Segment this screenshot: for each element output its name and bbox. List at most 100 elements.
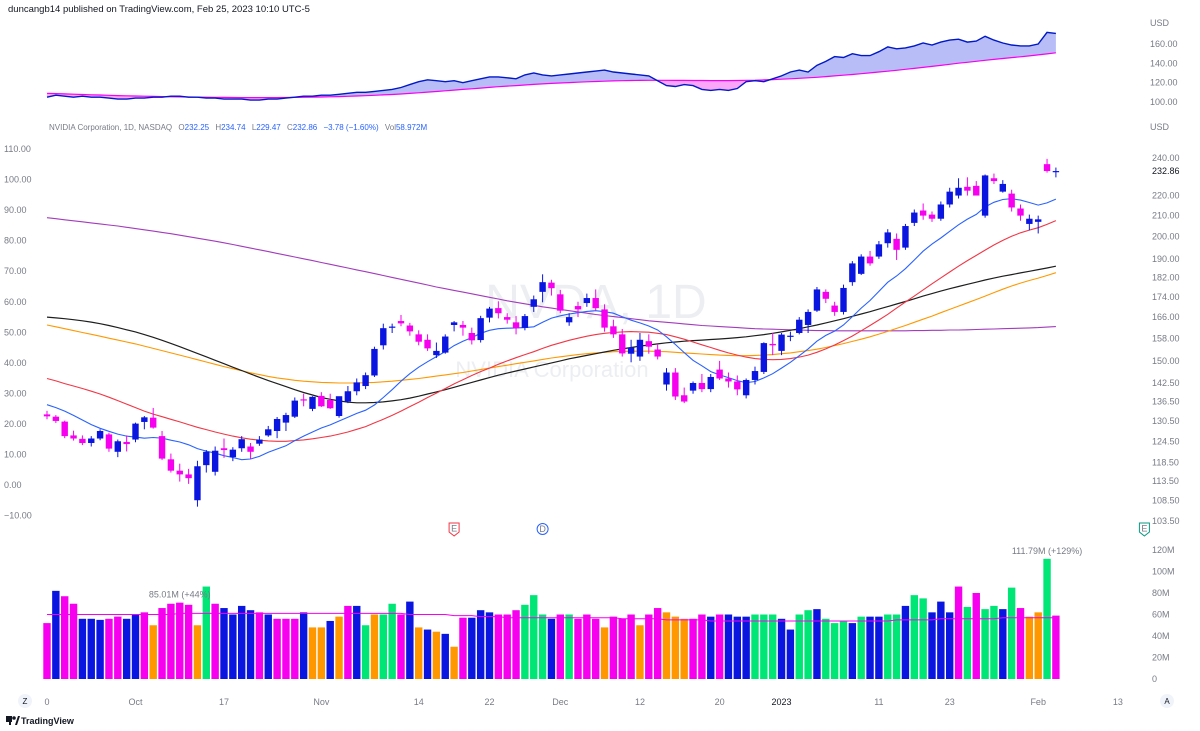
volume-bar (122, 618, 131, 679)
left-tick-label: 90.00 (4, 205, 27, 215)
time-tick-label: 11 (874, 697, 883, 707)
candle-body (335, 396, 343, 417)
candle-body (796, 319, 803, 333)
candlestick-series (43, 158, 1060, 507)
candle-body (875, 244, 883, 257)
price-tick-label: 124.50 (1152, 436, 1180, 446)
candle (840, 284, 847, 315)
volume-bar (211, 603, 219, 679)
event-marker-d[interactable]: D (536, 523, 549, 535)
candle-body (256, 439, 263, 444)
candle (88, 436, 95, 447)
event-marker-e[interactable]: E (1138, 522, 1150, 537)
left-tick-label: 80.00 (4, 236, 27, 246)
candle-body (424, 339, 431, 349)
volume-bar (937, 601, 945, 679)
last-price-tag (1143, 165, 1183, 178)
time-tick-label: 14 (414, 697, 424, 707)
volume-bar (61, 596, 69, 679)
open-value: 232.25 (185, 123, 210, 132)
volume-bar (618, 618, 626, 679)
candle (627, 339, 635, 363)
rs-tick-label: 100.00 (1150, 97, 1178, 107)
candle (309, 396, 316, 412)
volume-bar (574, 618, 582, 679)
price-tick-label: 118.50 (1152, 458, 1179, 468)
candle (468, 327, 475, 345)
volume-bar (680, 618, 688, 679)
candle-body (698, 382, 706, 390)
candle (725, 372, 732, 388)
candle (43, 410, 51, 420)
candle-body (380, 328, 387, 346)
candle (335, 396, 343, 418)
candle (353, 378, 360, 396)
candle-body (468, 332, 475, 341)
volume-bar (291, 618, 299, 679)
candle-body (114, 441, 121, 452)
volume-bar (875, 616, 883, 679)
volume-bar (600, 627, 609, 679)
earnings-marker-shape (448, 522, 460, 537)
candle (495, 301, 502, 319)
candle (530, 295, 537, 312)
price-tick-label: 136.50 (1152, 397, 1180, 407)
volume-bar (388, 603, 396, 679)
volume-bar (131, 614, 140, 679)
candle-body (150, 417, 157, 428)
volume-tick-label: 120M (1152, 545, 1175, 555)
z-button[interactable]: Z (18, 694, 32, 708)
volume-bar (830, 623, 839, 679)
candle (990, 173, 998, 184)
volume-bar (105, 618, 113, 679)
candle-body (185, 474, 192, 479)
volume-tick-label: 0 (1152, 674, 1157, 684)
volume-bar (795, 614, 803, 679)
candle-body (627, 347, 635, 354)
left-tick-label: 50.00 (4, 327, 27, 337)
volume-bar (981, 609, 989, 679)
a-button[interactable]: A (1160, 694, 1174, 708)
earnings-marker-shape (1138, 522, 1150, 537)
candle-body (521, 316, 529, 328)
candle-body (247, 446, 254, 452)
volume-bar (149, 625, 157, 679)
ma50-orange-line (46, 272, 1057, 384)
open-label: O (178, 123, 184, 132)
moving-average-lines (46, 198, 1057, 461)
candle (256, 436, 263, 446)
candle-body (973, 185, 980, 196)
candle-body (955, 187, 962, 196)
price-tick-label: 150.00 (1152, 356, 1180, 366)
price-tick-label: 108.50 (1152, 496, 1180, 506)
event-marker-e[interactable]: E (448, 522, 460, 537)
candle (955, 178, 962, 199)
candle (884, 229, 891, 248)
candle-body (707, 376, 714, 390)
candle (619, 328, 626, 357)
volume-bar (220, 608, 228, 679)
z-button-label[interactable]: Z (23, 697, 28, 706)
volume-bar (689, 618, 697, 679)
candle (769, 332, 776, 356)
volume-bar (547, 618, 556, 679)
event-markers[interactable]: EDED (448, 522, 1200, 537)
candle-body (672, 372, 679, 397)
price-tick-label: 142.50 (1152, 378, 1180, 388)
time-tick-label: 17 (219, 697, 229, 707)
price-tick-label: 158.00 (1152, 333, 1180, 343)
candle (902, 223, 909, 250)
tradingview-logo[interactable]: TradingView (6, 716, 75, 726)
volume-bar (521, 604, 529, 679)
price-tick-label: 166.00 (1152, 312, 1180, 322)
candle-body (849, 263, 856, 283)
candle-body (858, 256, 865, 274)
a-button-label[interactable]: A (1164, 697, 1170, 706)
candle-body (937, 204, 945, 219)
volume-bar (671, 616, 680, 679)
volume-bar (786, 629, 795, 679)
time-tick-label: Feb (1030, 697, 1046, 707)
candle-body (751, 371, 759, 380)
candle-body (946, 191, 953, 205)
volume-bar (822, 618, 830, 679)
